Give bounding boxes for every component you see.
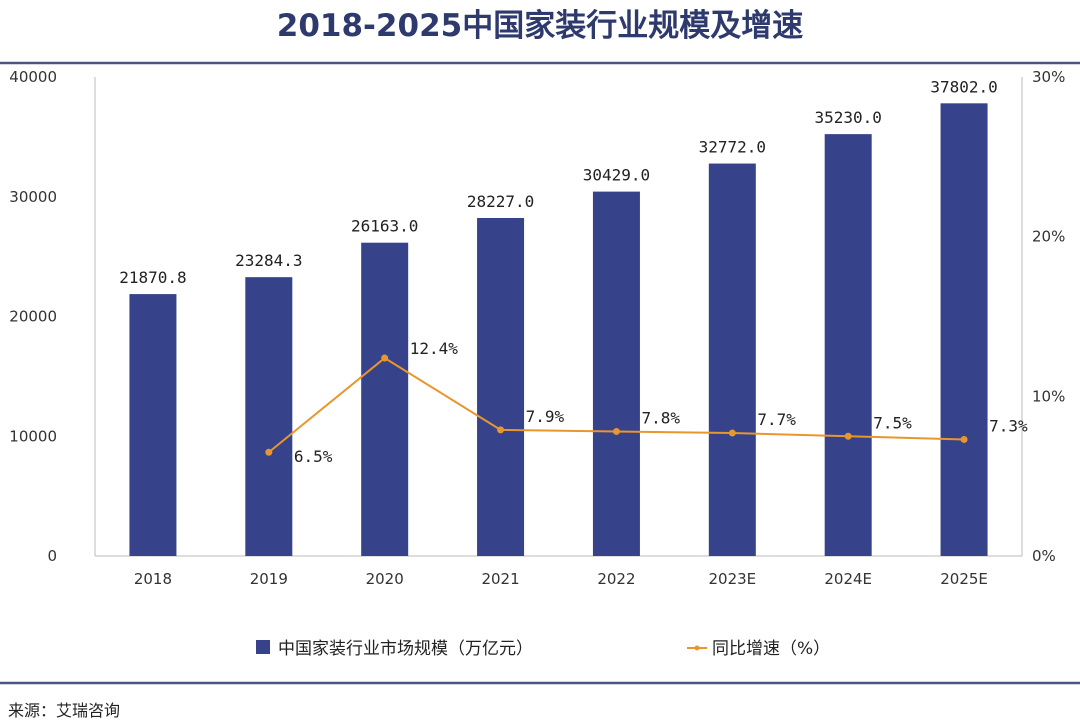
bar-data-label: 32772.0 xyxy=(699,138,766,157)
bar-data-label: 28227.0 xyxy=(467,192,534,211)
x-tick-label: 2022 xyxy=(597,570,635,588)
bar xyxy=(708,163,756,556)
growth-point xyxy=(960,435,968,443)
legend-label-bar: 中国家装行业市场规模（万亿元） xyxy=(278,639,533,659)
plot-area: 0 10000 20000 30000 40000 0% 10% 20% 30% 2018 2019… xyxy=(9,68,1065,588)
y-tick-label: 20000 xyxy=(9,308,57,326)
y-tick-label: 40000 xyxy=(9,68,57,86)
bar-data-label: 21870.8 xyxy=(119,268,186,287)
x-tick-label: 2021 xyxy=(481,570,519,588)
legend: 中国家装行业市场规模（万亿元） 同比增速（%） xyxy=(256,639,830,659)
bar xyxy=(245,277,293,556)
bar xyxy=(824,134,872,557)
x-tick-label: 2020 xyxy=(366,570,404,588)
bar-data-label: 37802.0 xyxy=(930,77,997,96)
source-note: 来源：艾瑞咨询 xyxy=(8,701,120,720)
growth-point xyxy=(844,432,852,440)
bar-data-label: 26163.0 xyxy=(351,217,418,236)
growth-point xyxy=(497,426,505,434)
growth-point xyxy=(728,429,736,437)
y-tick-label: 30000 xyxy=(9,188,57,206)
legend-swatch-bar xyxy=(256,640,270,654)
growth-data-label: 7.7% xyxy=(757,410,796,429)
growth-point xyxy=(265,448,273,456)
growth-data-label: 7.3% xyxy=(989,416,1028,435)
chart-title: 2018-2025中国家装行业规模及增速 xyxy=(277,8,803,44)
bar-data-label: 30429.0 xyxy=(583,166,650,185)
growth-data-label: 7.8% xyxy=(641,408,680,427)
growth-point xyxy=(381,354,389,362)
x-tick-label: 2025E xyxy=(940,570,988,588)
bar xyxy=(129,294,177,556)
y2-tick-label: 20% xyxy=(1032,228,1065,246)
x-tick-label: 2023E xyxy=(708,570,756,588)
bar-data-label: 23284.3 xyxy=(235,251,302,270)
x-tick-label: 2019 xyxy=(250,570,288,588)
bar xyxy=(940,103,988,557)
bar xyxy=(361,242,409,557)
y2-tick-label: 30% xyxy=(1032,68,1065,86)
growth-point xyxy=(612,427,620,435)
growth-data-label: 6.5% xyxy=(294,447,333,466)
y2-tick-label: 0% xyxy=(1032,547,1056,565)
growth-data-label: 7.9% xyxy=(526,407,565,426)
bar xyxy=(592,191,640,556)
growth-data-label: 12.4% xyxy=(410,339,459,358)
legend-swatch-marker xyxy=(694,645,700,651)
legend-label-line: 同比增速（%） xyxy=(712,639,830,659)
y-tick-label: 10000 xyxy=(9,427,57,445)
growth-data-label: 7.5% xyxy=(873,413,912,432)
x-tick-label: 2018 xyxy=(134,570,172,588)
y-tick-label: 0 xyxy=(47,547,57,565)
x-tick-label: 2024E xyxy=(824,570,872,588)
bar-data-label: 35230.0 xyxy=(814,108,881,127)
y2-tick-label: 10% xyxy=(1032,387,1065,405)
bar xyxy=(477,217,525,556)
